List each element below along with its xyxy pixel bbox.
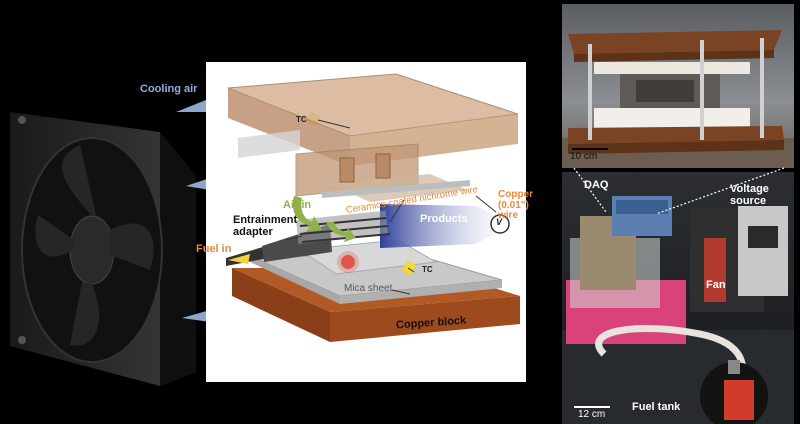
- tc-label-top: TC: [296, 115, 307, 124]
- fan-graphic: [10, 112, 196, 386]
- voltage-symbol: [490, 214, 510, 234]
- air-in-label: Air in: [283, 199, 312, 211]
- copper-wire-label: Copper (0.01") wire: [498, 189, 533, 221]
- fan-label: Fan: [706, 279, 726, 291]
- products-arrow: [380, 204, 512, 248]
- entrainment-adapter: [226, 210, 391, 266]
- daq-label: DAQ: [584, 179, 609, 191]
- products-label: Products: [420, 213, 468, 225]
- tc-label-bottom: TC: [422, 265, 433, 274]
- fuel-in-label: Fuel in: [196, 243, 232, 255]
- mica-sheet: [249, 255, 503, 304]
- cooling-air-label: Cooling air: [140, 83, 198, 95]
- top-scale-label: 10 cm: [570, 151, 598, 162]
- mica-sheet-label: Mica sheet: [344, 283, 393, 294]
- voltage-source-label: Voltage source: [730, 183, 769, 207]
- apparatus-photo: [562, 4, 794, 168]
- fuel-tank-label: Fuel tank: [632, 401, 681, 413]
- top-enclosure: [227, 73, 519, 202]
- entrainment-adapter-label: Entrainment adapter: [233, 214, 298, 238]
- air-in-arrows: [292, 196, 356, 242]
- setup-photo: [562, 167, 794, 424]
- voltage-label: V: [496, 217, 503, 227]
- bottom-scale-label: 12 cm: [578, 409, 606, 420]
